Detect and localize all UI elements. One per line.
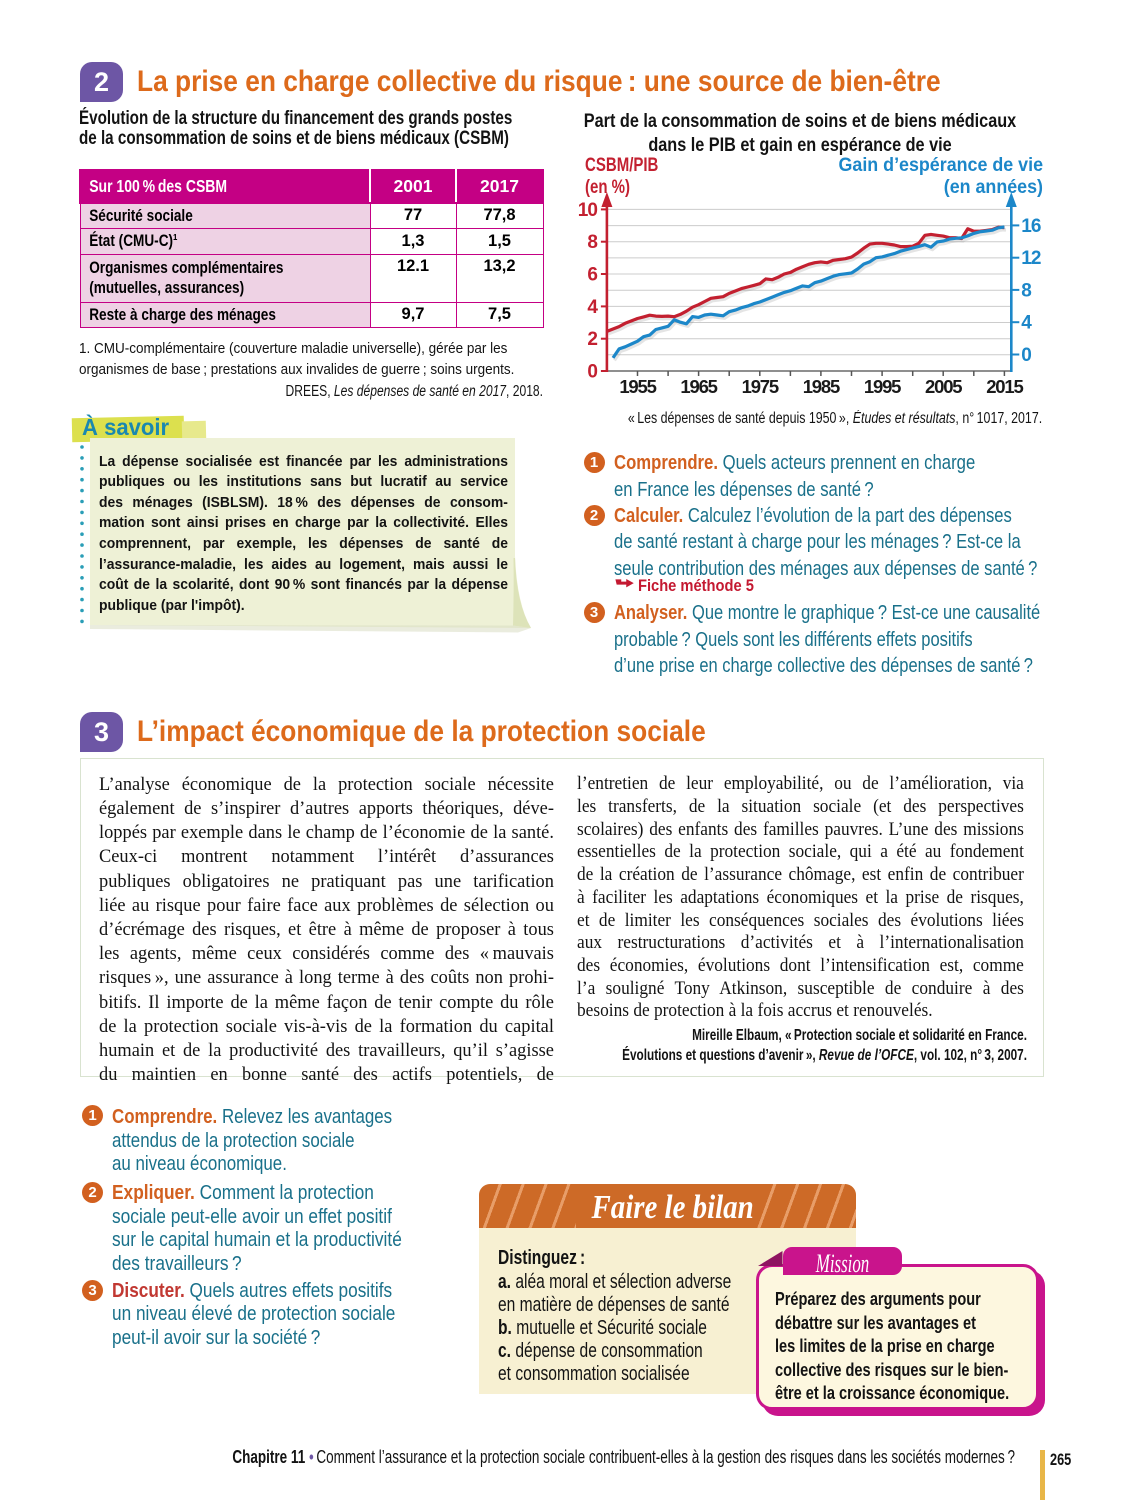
svg-text:12: 12 (1021, 248, 1041, 269)
svg-text:4: 4 (1021, 313, 1032, 334)
svg-text:8: 8 (1021, 280, 1031, 301)
svg-text:0: 0 (587, 362, 597, 383)
svg-text:4: 4 (587, 297, 598, 318)
svg-text:2005: 2005 (925, 376, 962, 397)
svg-text:1965: 1965 (680, 376, 717, 397)
svg-text:1995: 1995 (864, 376, 901, 397)
svg-text:1955: 1955 (619, 376, 656, 397)
svg-text:0: 0 (1021, 345, 1031, 366)
svg-text:1985: 1985 (803, 376, 840, 397)
svg-text:6: 6 (587, 265, 597, 286)
svg-text:10: 10 (578, 200, 598, 221)
svg-text:16: 16 (1021, 216, 1041, 237)
svg-text:8: 8 (587, 232, 597, 253)
svg-text:2015: 2015 (986, 376, 1023, 397)
svg-text:2: 2 (587, 329, 597, 350)
svg-text:1975: 1975 (742, 376, 779, 397)
